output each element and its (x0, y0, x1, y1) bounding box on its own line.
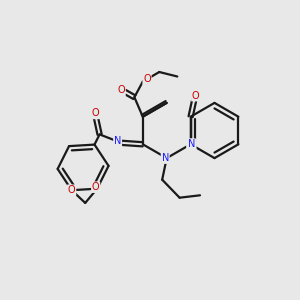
Text: N: N (114, 136, 121, 146)
Text: N: N (161, 153, 169, 163)
Text: N: N (187, 139, 194, 149)
Text: O: O (68, 185, 76, 195)
Text: O: O (117, 85, 125, 95)
Text: O: O (92, 108, 99, 118)
Text: O: O (92, 182, 100, 192)
Text: O: O (143, 74, 151, 84)
Text: N: N (188, 139, 196, 149)
Text: O: O (192, 91, 200, 101)
